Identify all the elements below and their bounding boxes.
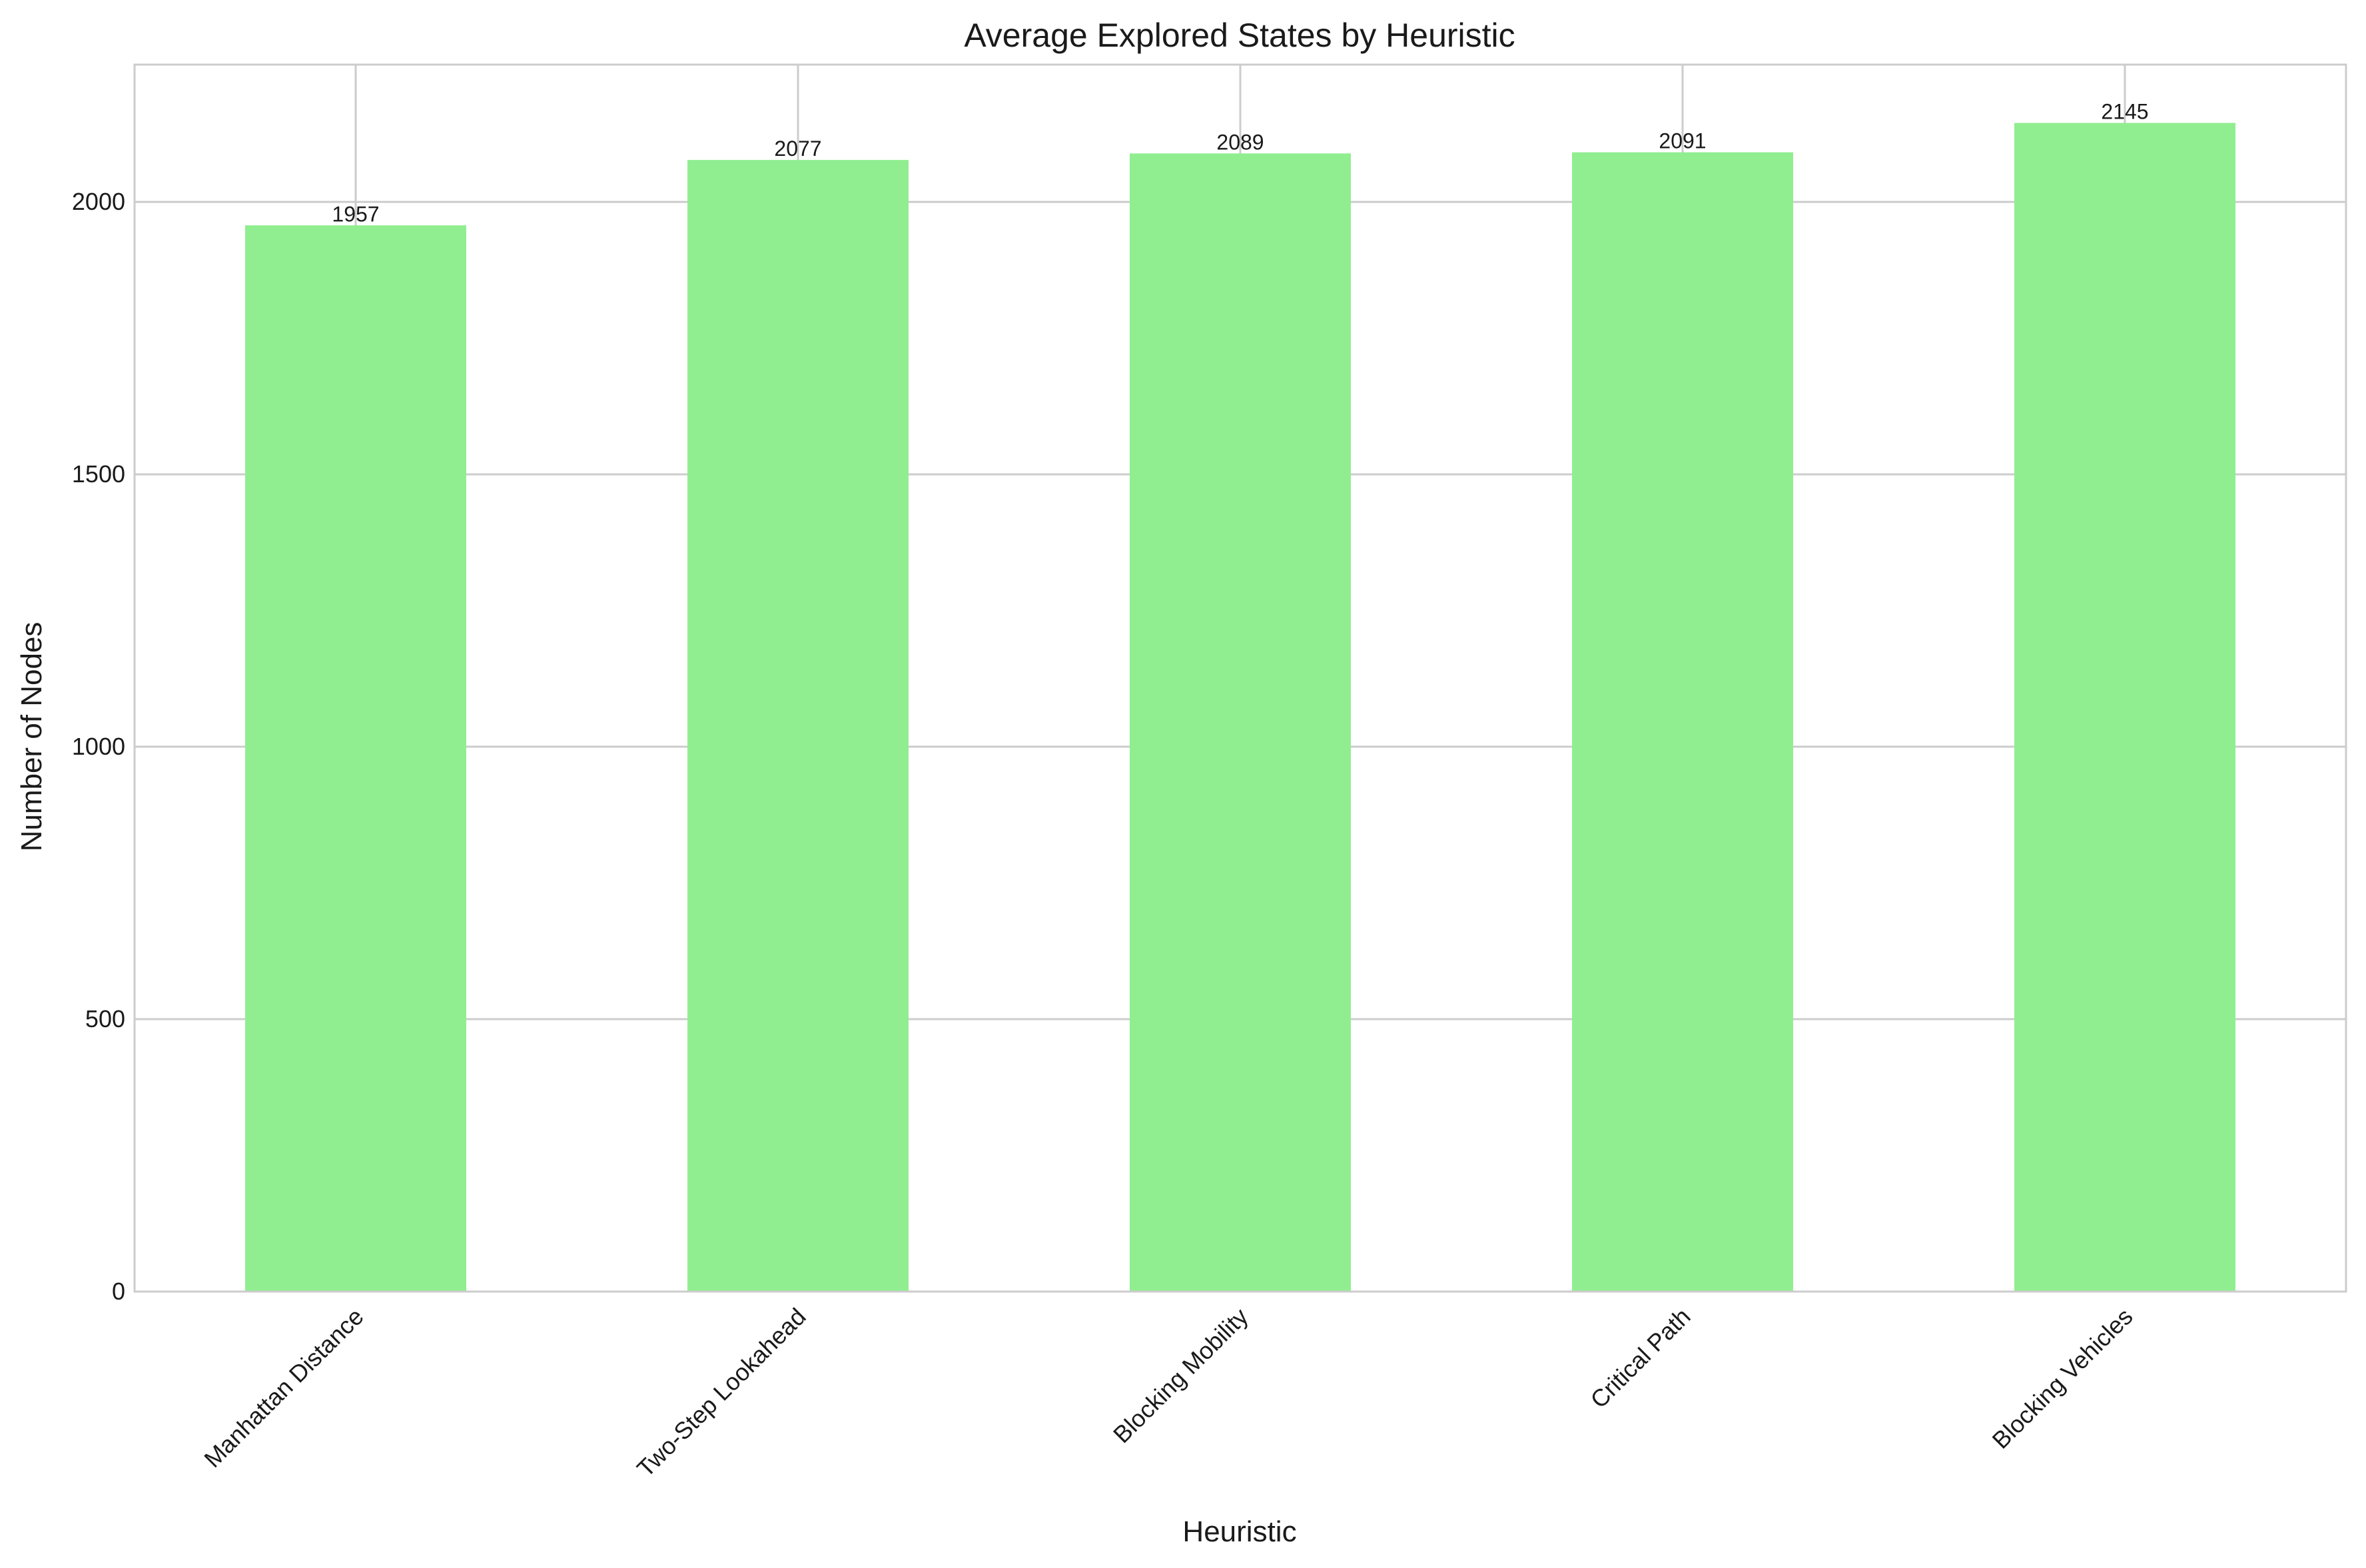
bar [687,160,909,1292]
bar-value-label: 2077 [774,137,821,161]
bars [245,123,2235,1292]
plot-frame [133,63,2347,1293]
bar-value-label: 2145 [2101,100,2148,124]
bar-value-label: 1957 [332,202,379,226]
bar [2014,123,2235,1292]
bar [1572,152,1793,1292]
bar-value-label: 2091 [1659,129,1706,153]
y-tick-label: 1500 [72,460,125,488]
y-axis-label: Number of Nodes [15,622,48,852]
y-tick-label: 500 [85,1005,125,1032]
y-tick-label: 0 [112,1278,125,1305]
chart-title: Average Explored States by Heuristic [964,17,1515,54]
bar [245,225,466,1292]
bar-value-label: 2089 [1216,130,1264,154]
y-tick-label: 2000 [72,188,125,215]
data-labels: 1957 2077 2089 2091 2145 [332,100,2148,226]
bar [1130,153,1351,1292]
y-tick-label: 1000 [72,733,125,760]
x-axis-label: Heuristic [1182,1515,1296,1548]
